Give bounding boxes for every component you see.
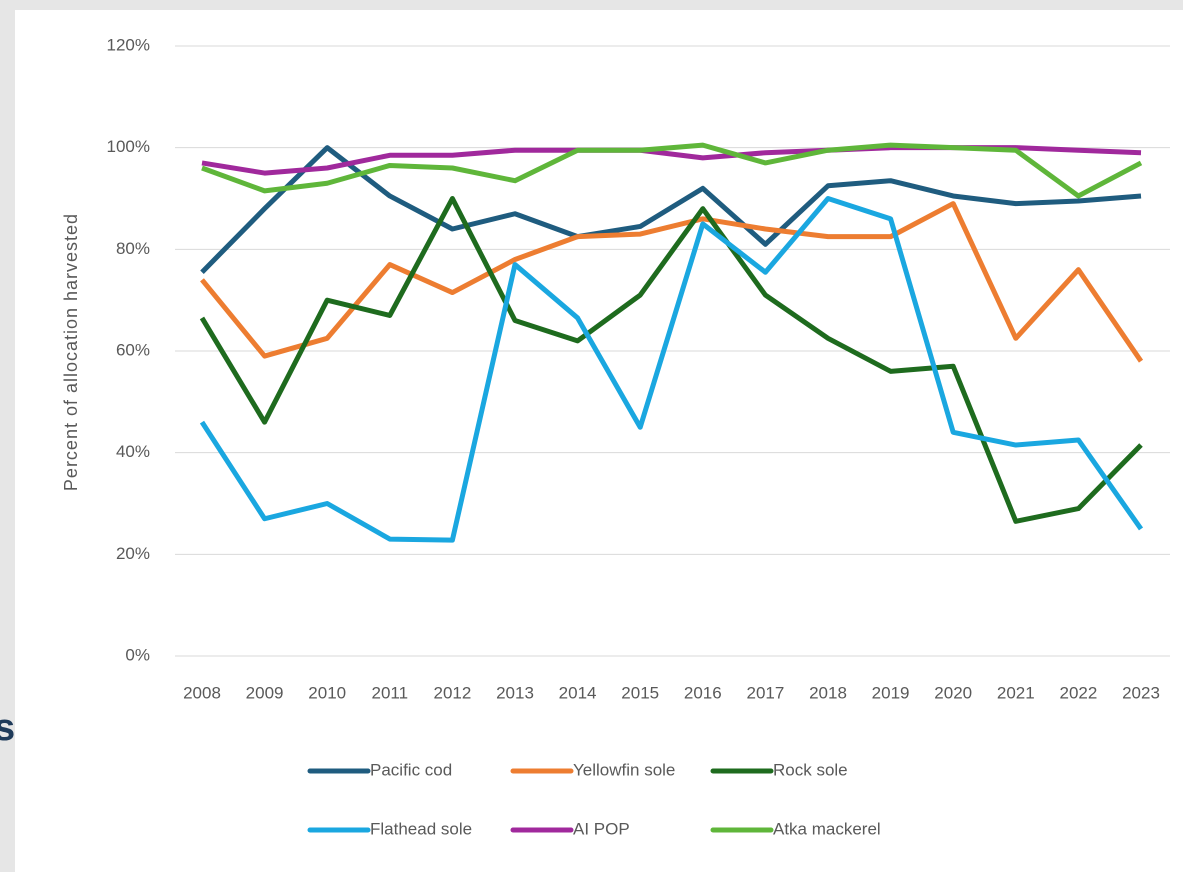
x-tick-label: 2017 — [746, 683, 784, 702]
x-tick-label: 2014 — [559, 683, 597, 702]
x-tick-label: 2021 — [997, 683, 1035, 702]
y-tick-label: 0% — [125, 645, 150, 664]
y-tick-label: 80% — [116, 239, 150, 258]
x-tick-label: 2009 — [246, 683, 284, 702]
series-line — [199, 196, 1143, 524]
y-tick-label: 100% — [107, 137, 150, 156]
x-tick-label: 2020 — [934, 683, 972, 702]
legend-label: Atka mackerel — [773, 819, 881, 838]
legend-label: Yellowfin sole — [573, 760, 675, 779]
y-tick-label: 40% — [116, 442, 150, 461]
legend-label: Rock sole — [773, 760, 848, 779]
x-tick-label: 2018 — [809, 683, 847, 702]
x-tick-label: 2008 — [183, 683, 221, 702]
x-tick-label: 2023 — [1122, 683, 1160, 702]
series-line — [200, 201, 1144, 363]
x-tick-label: 2012 — [433, 683, 471, 702]
series-line — [201, 142, 1143, 199]
background-text: s — [0, 707, 15, 749]
y-tick-label: 20% — [116, 544, 150, 563]
x-tick-label: 2013 — [496, 683, 534, 702]
legend-label: AI POP — [573, 819, 630, 838]
legend-label: Flathead sole — [370, 819, 472, 838]
x-tick-label: 2010 — [308, 683, 346, 702]
series-line — [199, 196, 1144, 543]
legend-label: Pacific cod — [370, 760, 452, 779]
y-axis-label: Percent of allocation harvested — [61, 213, 81, 491]
y-tick-label: 120% — [107, 35, 150, 54]
x-tick-label: 2022 — [1059, 683, 1097, 702]
x-tick-label: 2019 — [872, 683, 910, 702]
x-tick-label: 2015 — [621, 683, 659, 702]
x-tick-label: 2011 — [372, 683, 409, 702]
x-tick-label: 2016 — [684, 683, 722, 702]
y-tick-label: 60% — [116, 340, 150, 359]
